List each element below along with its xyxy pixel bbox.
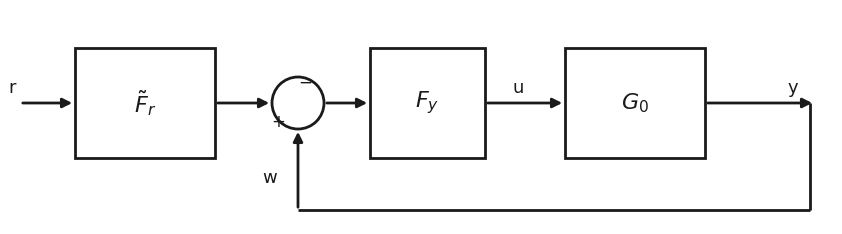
Text: $G_0$: $G_0$ xyxy=(621,91,649,115)
Text: $\tilde{F}_r$: $\tilde{F}_r$ xyxy=(134,88,156,118)
Text: +: + xyxy=(271,113,285,131)
Text: y: y xyxy=(788,79,798,97)
Text: $F_y$: $F_y$ xyxy=(415,90,440,116)
Bar xyxy=(565,48,705,158)
Text: u: u xyxy=(512,79,524,97)
Text: r: r xyxy=(8,79,16,97)
Circle shape xyxy=(272,77,324,129)
Text: w: w xyxy=(263,169,277,187)
Text: −: − xyxy=(298,74,312,92)
Bar xyxy=(370,48,485,158)
Bar xyxy=(75,48,215,158)
